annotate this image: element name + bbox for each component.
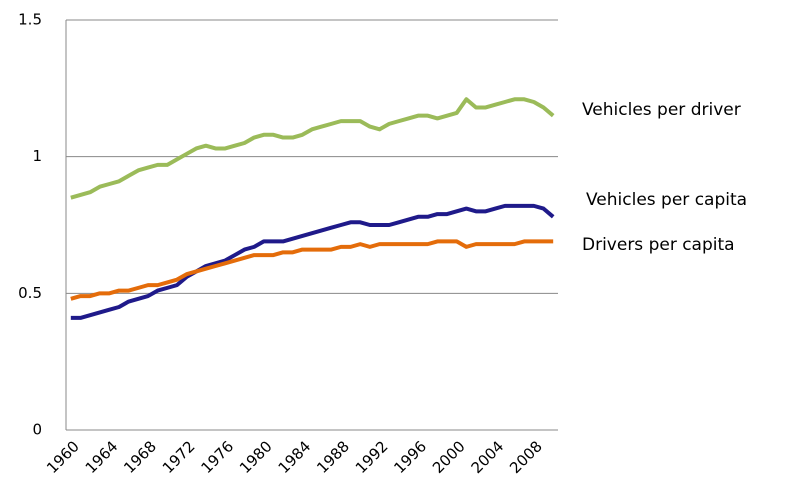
y-tick-label: 1.5: [18, 11, 42, 29]
x-tick-label: 2008: [506, 437, 546, 477]
series-label: Vehicles per capita: [586, 190, 747, 210]
series-label: Vehicles per driver: [582, 100, 741, 120]
x-tick-label: 2000: [429, 437, 469, 477]
data-line: [70, 239, 554, 301]
x-tick-label: 1980: [236, 437, 276, 477]
x-tick-label: 1968: [120, 437, 160, 477]
x-tick-label: 1984: [275, 437, 315, 477]
x-tick-label: 1972: [159, 437, 199, 477]
x-tick-label: 1992: [352, 437, 392, 477]
data-line: [70, 203, 555, 320]
y-tick-label: 1: [32, 147, 42, 165]
x-tick-label: 2004: [468, 437, 508, 477]
x-tick-label: 1988: [313, 437, 353, 477]
y-tick-label: 0: [32, 421, 42, 439]
data-line: [70, 97, 555, 200]
x-tick-label: 1976: [197, 437, 237, 477]
y-tick-label: 0.5: [18, 284, 42, 302]
x-tick-label: 1996: [390, 437, 430, 477]
x-tick-label: 1964: [82, 437, 122, 477]
series-label: Drivers per capita: [582, 235, 735, 255]
x-tick-label: 1960: [43, 437, 83, 477]
